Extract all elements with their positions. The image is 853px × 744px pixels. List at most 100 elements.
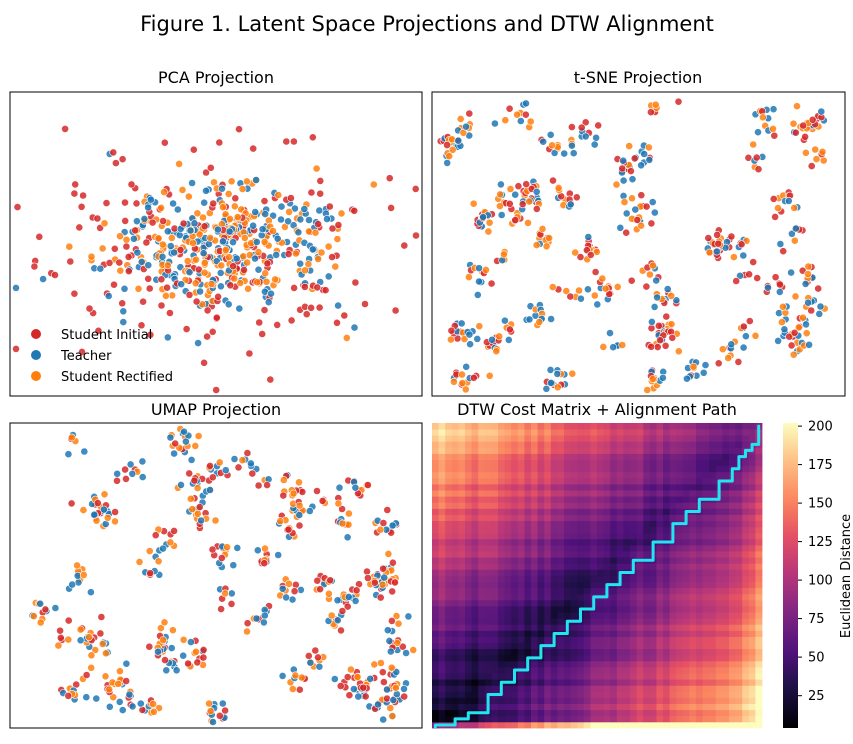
heatmap-cell bbox=[557, 697, 565, 704]
heatmap-cell bbox=[445, 648, 453, 656]
heatmap-cell bbox=[544, 441, 552, 448]
point-teacher bbox=[334, 301, 342, 310]
point-teacher bbox=[404, 612, 413, 621]
point-teacher bbox=[282, 593, 290, 602]
heatmap-cell bbox=[636, 508, 644, 515]
heatmap-cell bbox=[748, 581, 756, 589]
heatmap-cell bbox=[636, 435, 644, 442]
heatmap-cell bbox=[643, 477, 651, 485]
heatmap-cell bbox=[597, 471, 604, 479]
heatmap-cell bbox=[709, 648, 717, 656]
point-student-initial bbox=[157, 275, 166, 284]
point-student-rectified bbox=[122, 235, 131, 244]
heatmap-cell bbox=[729, 593, 736, 601]
heatmap-cell bbox=[484, 465, 492, 473]
point-student-rectified bbox=[575, 286, 583, 295]
heatmap-cell bbox=[643, 624, 651, 631]
point-student-initial bbox=[254, 481, 263, 490]
heatmap-cell bbox=[451, 679, 459, 686]
heatmap-cell bbox=[465, 496, 472, 503]
heatmap-cell bbox=[623, 441, 631, 448]
heatmap-cell bbox=[709, 587, 717, 595]
heatmap-cell bbox=[748, 575, 756, 582]
heatmap-cell bbox=[570, 526, 578, 534]
point-student-rectified bbox=[506, 185, 515, 193]
heatmap-cell bbox=[702, 459, 710, 467]
heatmap-cell bbox=[458, 581, 466, 589]
heatmap-cell bbox=[616, 526, 624, 534]
heatmap-cell bbox=[590, 423, 598, 430]
tsne-title: t-SNE Projection bbox=[574, 68, 702, 87]
heatmap-cell bbox=[735, 654, 743, 662]
heatmap-cell bbox=[669, 459, 677, 467]
heatmap-cell bbox=[616, 660, 624, 668]
point-student-rectified bbox=[525, 197, 534, 206]
point-student-rectified bbox=[759, 113, 767, 122]
heatmap-cell bbox=[722, 490, 730, 497]
heatmap-cell bbox=[570, 423, 578, 430]
point-teacher bbox=[539, 137, 548, 146]
heatmap-cell bbox=[715, 660, 723, 668]
heatmap-cell bbox=[649, 679, 657, 686]
heatmap-cell bbox=[491, 599, 499, 607]
heatmap-cell bbox=[531, 514, 538, 521]
point-student-initial bbox=[13, 203, 22, 211]
heatmap-cell bbox=[445, 679, 453, 686]
point-teacher bbox=[274, 551, 283, 559]
heatmap-cell bbox=[491, 459, 499, 467]
heatmap-cell bbox=[656, 624, 664, 631]
heatmap-cell bbox=[702, 606, 710, 613]
point-student-initial bbox=[739, 322, 748, 331]
heatmap-cell bbox=[643, 538, 651, 546]
point-student-rectified bbox=[651, 100, 660, 109]
heatmap-cell bbox=[597, 673, 604, 680]
heatmap-cell bbox=[471, 606, 479, 613]
heatmap-cell bbox=[696, 715, 703, 723]
heatmap-cell bbox=[748, 429, 756, 436]
heatmap-cell bbox=[537, 520, 545, 528]
point-teacher bbox=[252, 238, 261, 246]
heatmap-cell bbox=[735, 593, 743, 601]
heatmap-cell bbox=[722, 618, 730, 625]
heatmap-cell bbox=[491, 636, 499, 643]
point-student-initial bbox=[704, 234, 713, 242]
heatmap-cell bbox=[445, 423, 453, 430]
heatmap-cell bbox=[676, 484, 684, 491]
heatmap-cell bbox=[742, 642, 750, 650]
point-student-rectified bbox=[485, 371, 494, 380]
heatmap-cell bbox=[715, 581, 723, 589]
point-student-initial bbox=[776, 280, 784, 289]
heatmap-cell bbox=[537, 667, 545, 674]
heatmap-cell bbox=[550, 490, 558, 497]
heatmap-cell bbox=[557, 599, 565, 607]
heatmap-cell bbox=[702, 563, 710, 570]
point-student-rectified bbox=[774, 204, 782, 212]
heatmap-cell bbox=[484, 520, 492, 528]
heatmap-cell bbox=[755, 453, 763, 460]
heatmap-cell bbox=[709, 563, 717, 570]
heatmap-cell bbox=[722, 721, 730, 729]
heatmap-cell bbox=[748, 545, 756, 552]
point-teacher bbox=[51, 604, 60, 612]
heatmap-cell bbox=[590, 496, 598, 503]
point-teacher bbox=[315, 662, 324, 671]
heatmap-cell bbox=[656, 453, 664, 460]
point-student-rectified bbox=[337, 209, 346, 218]
point-teacher bbox=[146, 195, 155, 204]
heatmap-cell bbox=[636, 520, 644, 528]
point-student-initial bbox=[572, 193, 581, 202]
heatmap-cell bbox=[544, 477, 552, 485]
heatmap-cell bbox=[445, 514, 453, 521]
heatmap-cell bbox=[742, 593, 750, 601]
heatmap-cell bbox=[702, 477, 710, 485]
heatmap-cell bbox=[623, 563, 631, 570]
point-student-rectified bbox=[285, 579, 293, 588]
heatmap-cell bbox=[709, 465, 717, 473]
heatmap-cell bbox=[478, 563, 486, 570]
heatmap-cell bbox=[636, 502, 644, 509]
heatmap-cell bbox=[484, 685, 492, 692]
point-student-initial bbox=[785, 332, 794, 341]
heatmap-cell bbox=[669, 484, 677, 491]
point-teacher bbox=[129, 234, 138, 243]
heatmap-cell bbox=[498, 545, 505, 552]
